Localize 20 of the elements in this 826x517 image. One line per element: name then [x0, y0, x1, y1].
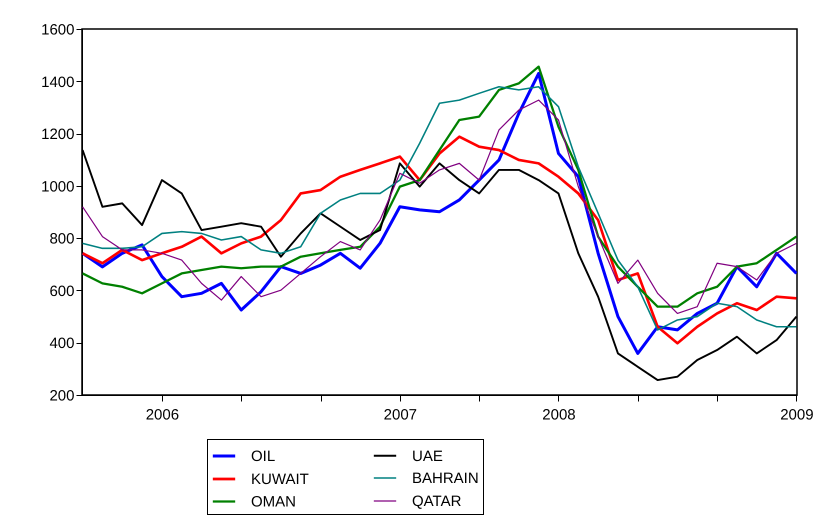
legend-label: OIL: [251, 448, 276, 465]
legend-label: KUWAIT: [251, 471, 309, 488]
y-tick-label: 600: [49, 282, 74, 300]
y-tick-label: 200: [49, 388, 74, 404]
legend-label: QATAR: [412, 493, 462, 510]
x-tick-label: 2006: [146, 406, 180, 424]
y-tick-label: 400: [49, 335, 74, 352]
legend-label: OMAN: [251, 494, 296, 510]
x-tick-label: 2007: [384, 406, 418, 424]
y-tick-label: 1600: [41, 22, 74, 38]
line-series: [82, 66, 797, 308]
legend-label: BAHRAIN: [412, 470, 479, 487]
y-tick-label: 1000: [41, 178, 74, 196]
y-tick-label: 800: [49, 230, 74, 248]
line-series: [82, 135, 797, 345]
y-tick-label: 1400: [41, 74, 74, 91]
legend-label: UAE: [412, 448, 443, 465]
y-tick-label: 1200: [41, 126, 74, 144]
x-tick-label: 2009: [780, 406, 814, 424]
x-tick-label: 2008: [542, 406, 576, 424]
